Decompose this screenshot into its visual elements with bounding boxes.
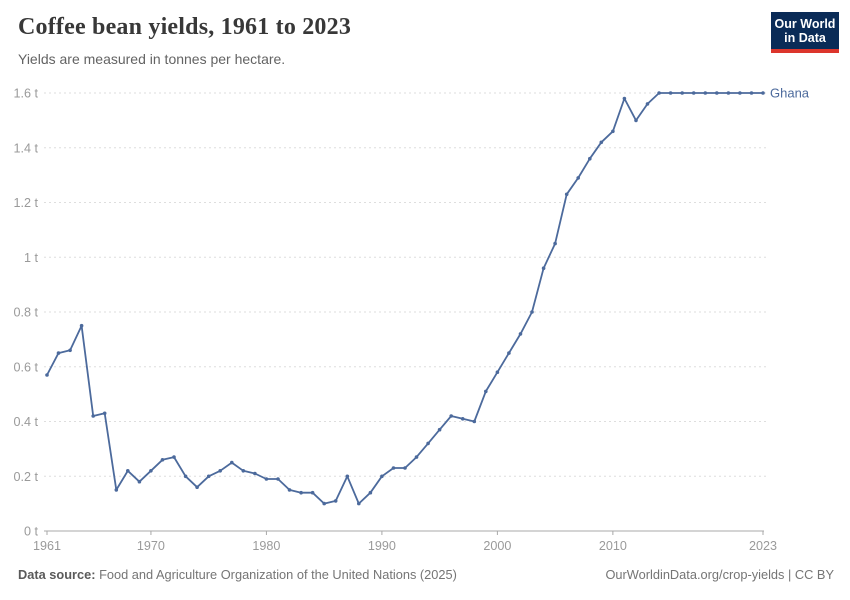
y-tick-label: 1.6 t	[13, 87, 38, 101]
data-source: Data source: Food and Agriculture Organi…	[18, 567, 457, 582]
data-point[interactable]	[634, 118, 638, 123]
x-tick-label: 1990	[368, 539, 396, 553]
data-point[interactable]	[437, 427, 442, 432]
data-point[interactable]	[368, 490, 373, 495]
chart-subtitle: Yields are measured in tonnes per hectar…	[18, 51, 286, 67]
data-point[interactable]	[287, 488, 292, 492]
data-point[interactable]	[310, 490, 315, 495]
y-tick-label: 0.4 t	[13, 415, 38, 429]
data-point[interactable]	[160, 458, 165, 462]
y-tick-label: 1 t	[24, 251, 39, 265]
data-point[interactable]	[403, 466, 407, 470]
data-point[interactable]	[241, 469, 246, 473]
data-point[interactable]	[507, 351, 511, 355]
data-point[interactable]	[345, 474, 350, 479]
data-point[interactable]	[172, 455, 176, 459]
data-point[interactable]	[79, 323, 84, 328]
x-tick-label: 2000	[483, 539, 511, 553]
owid-logo[interactable]: Our World in Data	[771, 12, 839, 53]
data-point[interactable]	[495, 370, 500, 375]
data-point[interactable]	[68, 348, 72, 353]
owid-logo-line2: in Data	[784, 31, 826, 45]
data-point[interactable]	[126, 469, 130, 473]
data-point[interactable]	[518, 332, 523, 336]
data-point[interactable]	[391, 466, 396, 470]
y-tick-label: 0.6 t	[13, 360, 38, 374]
data-point[interactable]	[322, 501, 327, 506]
data-point[interactable]	[541, 266, 546, 271]
data-source-label: Data source:	[18, 567, 96, 582]
data-point[interactable]	[484, 389, 488, 394]
data-point[interactable]	[530, 310, 534, 314]
data-point[interactable]	[691, 91, 696, 95]
data-point[interactable]	[56, 351, 61, 355]
data-point[interactable]	[45, 373, 49, 377]
data-point[interactable]	[206, 474, 211, 479]
data-point[interactable]	[715, 91, 719, 95]
series-label-ghana[interactable]: Ghana	[770, 86, 810, 101]
y-tick-label: 0.2 t	[13, 470, 38, 484]
data-point[interactable]	[299, 490, 303, 495]
data-point[interactable]	[611, 129, 615, 134]
x-tick-label: 1961	[33, 539, 61, 553]
data-point[interactable]	[668, 91, 673, 95]
data-point[interactable]	[149, 469, 153, 473]
x-tick-label: 2010	[599, 539, 627, 553]
data-point[interactable]	[183, 474, 188, 479]
data-point[interactable]	[553, 241, 557, 246]
data-point[interactable]	[218, 469, 222, 473]
data-point[interactable]	[357, 501, 361, 506]
data-point[interactable]	[195, 485, 199, 490]
data-point[interactable]	[414, 455, 419, 459]
data-point[interactable]	[680, 91, 684, 95]
data-point[interactable]	[253, 471, 257, 476]
data-point[interactable]	[114, 488, 119, 492]
data-point[interactable]	[564, 192, 569, 197]
data-point[interactable]	[588, 156, 592, 161]
footer-license-link[interactable]: OurWorldinData.org/crop-yields | CC BY	[605, 567, 834, 582]
data-point[interactable]	[460, 417, 465, 421]
data-point[interactable]	[380, 474, 384, 479]
data-point[interactable]	[657, 91, 661, 95]
series-line-ghana[interactable]	[46, 92, 764, 505]
data-point[interactable]	[599, 140, 604, 145]
data-point[interactable]	[91, 414, 95, 418]
owid-logo-line1: Our World	[774, 17, 836, 31]
data-point[interactable]	[622, 96, 627, 101]
data-point[interactable]	[645, 102, 650, 106]
data-point[interactable]	[449, 414, 454, 418]
y-tick-label: 0 t	[24, 525, 39, 539]
data-point[interactable]	[703, 91, 708, 95]
y-tick-label: 0.8 t	[13, 306, 38, 320]
data-point[interactable]	[264, 477, 269, 481]
data-point[interactable]	[472, 419, 477, 424]
data-point[interactable]	[726, 91, 731, 95]
y-tick-label: 1.2 t	[13, 196, 38, 210]
data-point[interactable]	[738, 91, 742, 95]
page-title: Coffee bean yields, 1961 to 2023	[18, 14, 352, 40]
data-point[interactable]	[749, 91, 754, 95]
data-point[interactable]	[761, 91, 765, 95]
data-source-text: Food and Agriculture Organization of the…	[95, 567, 457, 582]
data-point[interactable]	[576, 176, 580, 180]
chart-footer: Data source: Food and Agriculture Organi…	[18, 567, 834, 582]
data-point[interactable]	[102, 411, 107, 416]
data-point[interactable]	[137, 479, 142, 484]
x-tick-label: 1970	[137, 539, 165, 553]
data-point[interactable]	[230, 460, 234, 465]
x-tick-label: 2023	[749, 539, 777, 553]
y-tick-label: 1.4 t	[13, 141, 38, 155]
data-point[interactable]	[276, 477, 280, 481]
data-point[interactable]	[333, 499, 338, 503]
data-point[interactable]	[426, 441, 430, 446]
x-tick-label: 1980	[252, 539, 280, 553]
